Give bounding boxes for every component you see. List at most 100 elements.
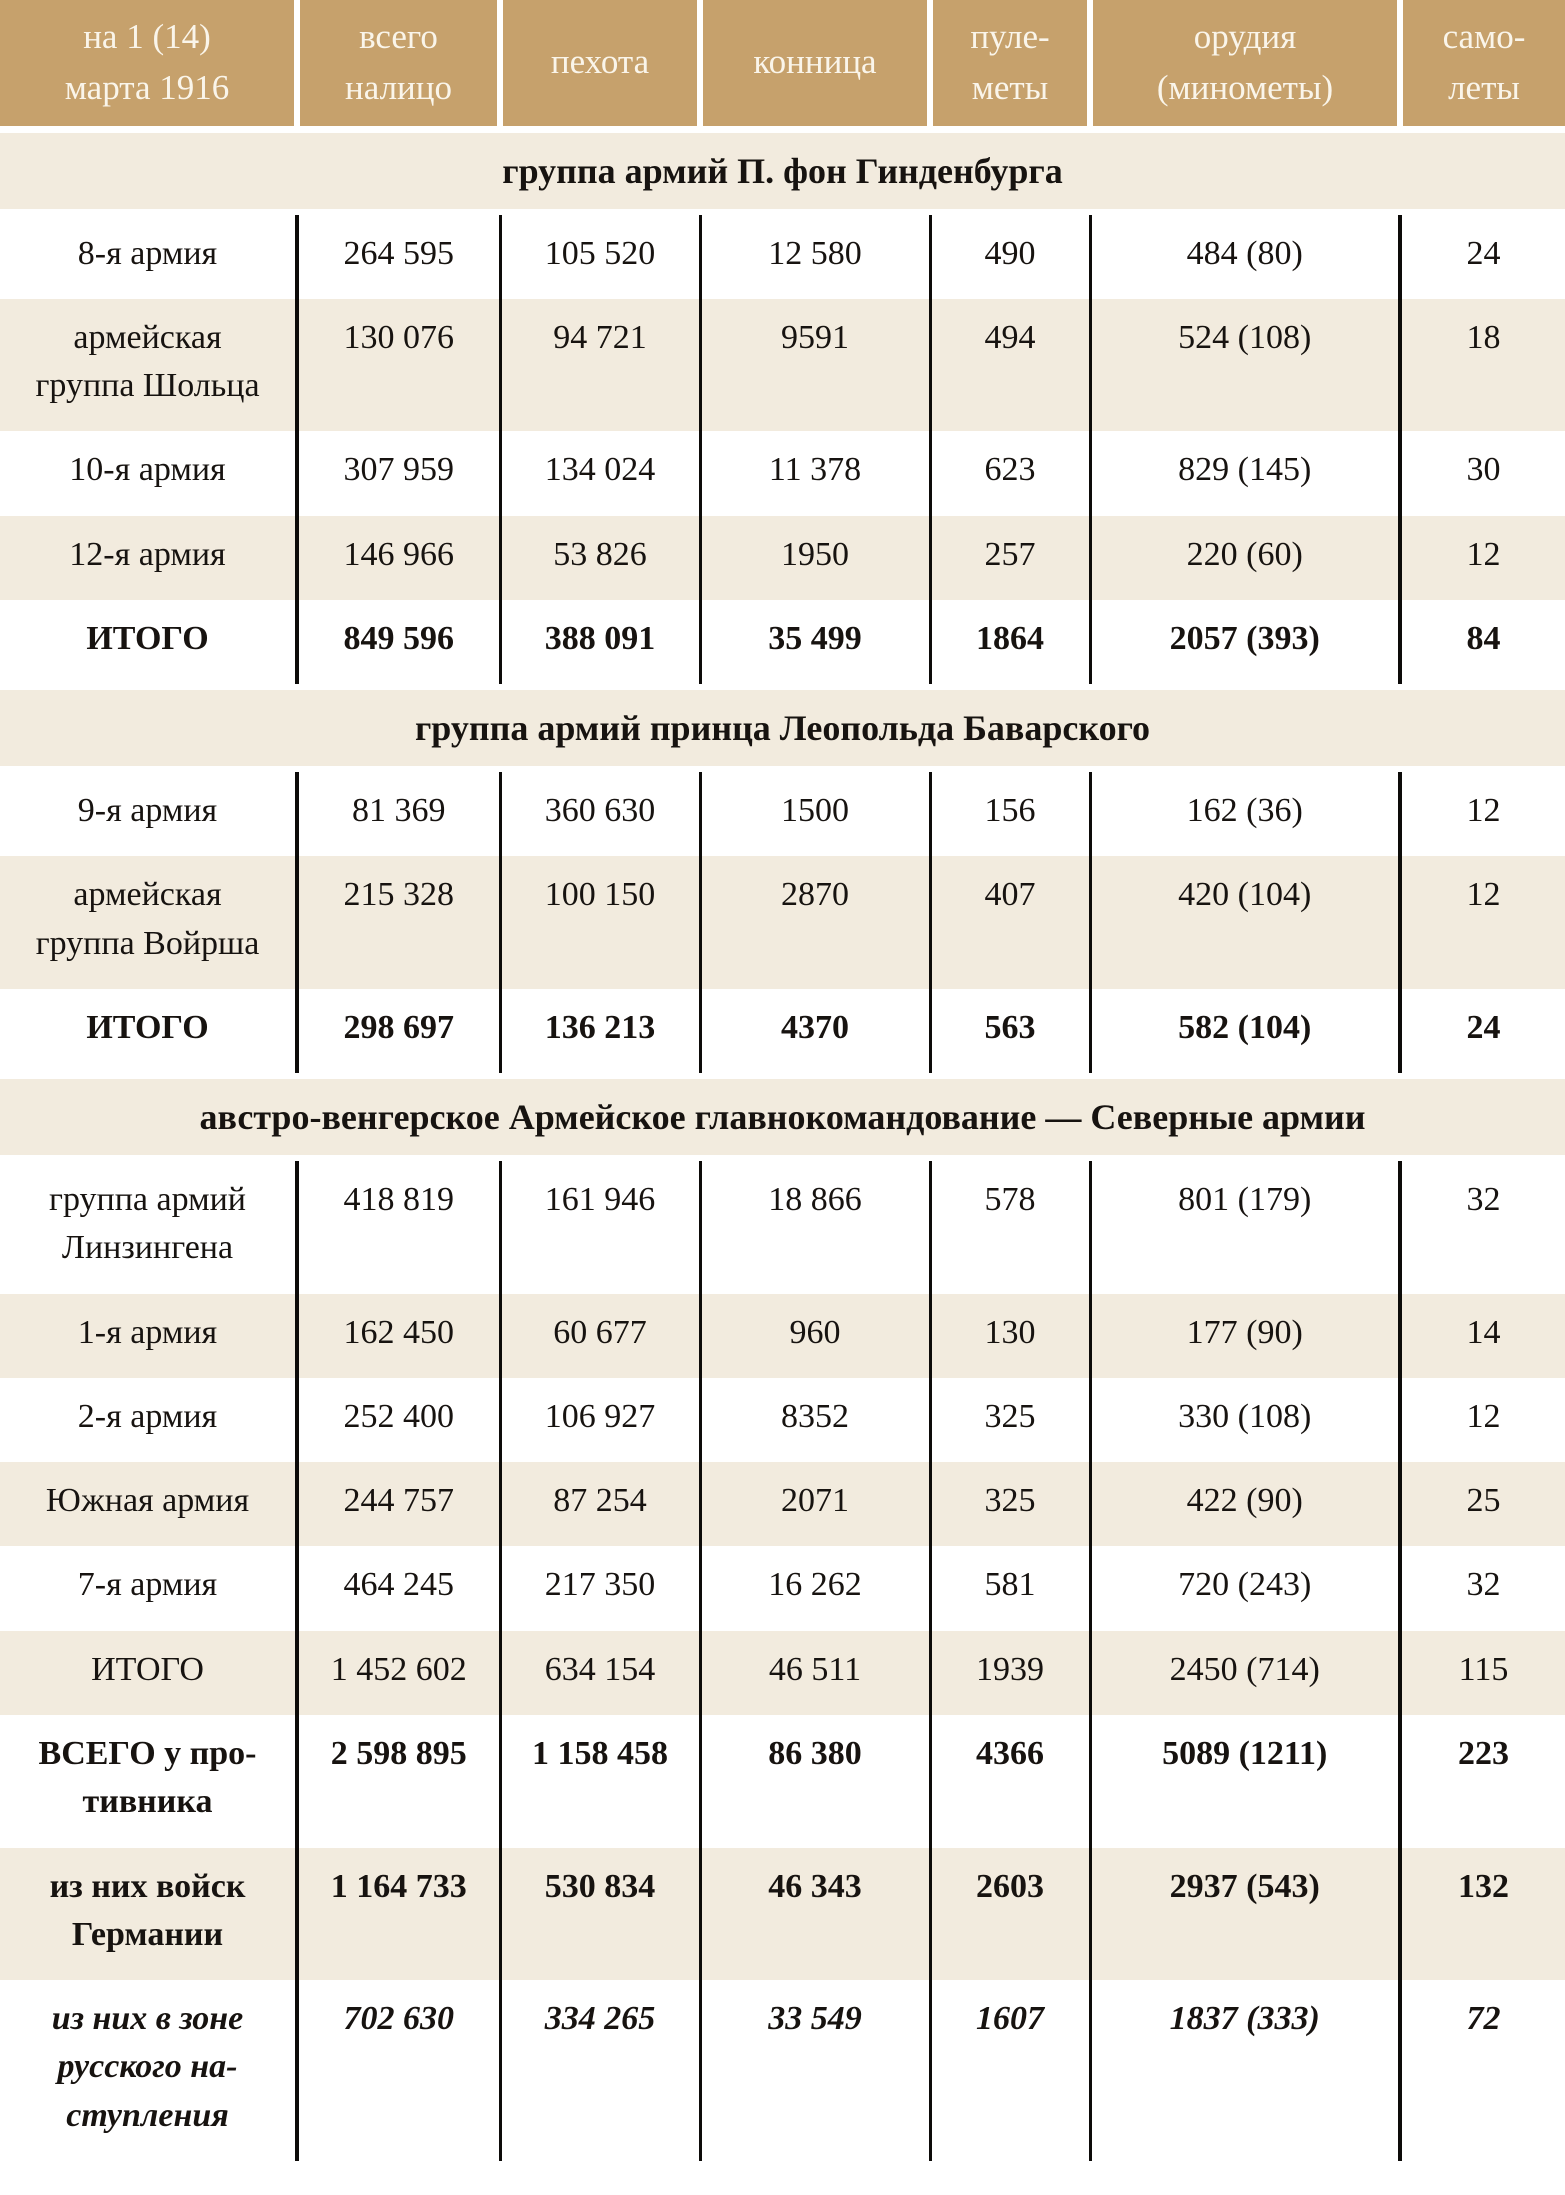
table-row: группа армий Линзингена 418 819 161 946 18 … [0,1158,1565,1294]
cell-value: 298 697 [295,988,500,1077]
table-row: из них в зоне русского на- ступления 702 … [0,1980,1565,2161]
table-row: 2-я армия 252 400 106 927 8352 325 330 (108) 1… [0,1377,1565,1463]
cell-value: 134 024 [498,431,700,516]
cell-value: 5089 (1211) [1088,1715,1400,1848]
cell-value: 2 598 895 [295,1715,500,1848]
cell-value: 325 [928,1462,1090,1547]
cell-value: 407 [928,856,1090,989]
cell-value: 578 [928,1158,1090,1294]
cell-value: 484 (80) [1088,211,1400,299]
cell-value: 388 091 [498,599,700,688]
cell-value: 115 [1398,1630,1565,1716]
cell-value: 960 [698,1293,930,1378]
row-label: 9-я армия [77,792,218,830]
cell-value: 220 (60) [1088,515,1400,600]
cell-value: 257 [928,515,1090,600]
cell-value: 146 966 [295,515,500,600]
cell-value: 14 [1398,1293,1565,1378]
cell-value: 563 [928,988,1090,1077]
row-label: 8-я армия [77,234,218,272]
cell-value: 829 (145) [1088,431,1400,516]
cell-value: 46 511 [698,1630,930,1716]
cell-value: 2870 [698,856,930,989]
cell-value: 86 380 [698,1715,930,1848]
cell-value: 1939 [928,1630,1090,1716]
table-row: ИТОГО 1 452 602 634 154 46 511 1939 2450 (714… [0,1630,1565,1716]
cell-value: 849 596 [295,599,500,688]
cell-value: 464 245 [295,1546,500,1631]
row-label: Южная армия [0,1462,297,1547]
table-row: из них войск Германии 1 164 733 530 834 46 … [0,1847,1565,1981]
cell-value: 264 595 [295,211,500,299]
cell-value: 1950 [698,515,930,600]
cell-value: 1864 [928,599,1090,688]
cell-value: 252 400 [295,1377,500,1463]
cell-value: 623 [928,431,1090,516]
cell-value: 223 [1398,1715,1565,1848]
cell-value: 33 549 [698,1980,930,2161]
table-row: ИТОГО 298 697 136 213 4370 563 582 (104) 24 [0,988,1565,1077]
cell-value: 35 499 [698,599,930,688]
cell-value: 24 [1398,988,1565,1077]
col-header-total-present: всего налицо [297,0,503,133]
cell-value: 2450 (714) [1088,1630,1400,1716]
section-title: группа армий принца Леопольда Баварского [0,684,1565,773]
cell-value: 72 [1398,1980,1565,2161]
row-label: из них войск Германии [0,1847,297,1981]
cell-value: 94 721 [498,298,700,432]
table-header-row: на 1 (14) марта 1916 всего налицо пехота… [0,0,1565,133]
cell-value: 334 265 [498,1980,700,2161]
table-row: 8-я армия 264 595 105 520 12 580 490 484 (80)… [0,211,1565,299]
cell-value: 32 [1398,1546,1565,1631]
cell-value: 422 (90) [1088,1462,1400,1547]
cell-value: 24 [1398,211,1565,299]
cell-value: 1 158 458 [498,1715,700,1848]
cell-value: 634 154 [498,1630,700,1716]
row-label: 7-я армия [77,1566,218,1604]
table-row: армейская группа Войрша 215 328 100 150 287… [0,856,1565,989]
cell-value: 215 328 [295,856,500,989]
col-header-guns-mortars: орудия (минометы) [1090,0,1403,133]
row-label: 10-я армия [69,451,226,489]
cell-value: 136 213 [498,988,700,1077]
cell-value: 582 (104) [1088,988,1400,1077]
row-label: ВСЕГО у про- тивника [38,1735,257,1821]
cell-value: 18 866 [698,1158,930,1294]
cell-value: 360 630 [498,769,700,857]
cell-value: 30 [1398,431,1565,516]
cell-value: 84 [1398,599,1565,688]
row-label: ИТОГО [86,1008,209,1046]
cell-value: 2603 [928,1847,1090,1981]
cell-value: 490 [928,211,1090,299]
cell-value: 524 (108) [1088,298,1400,432]
table-row: Южная армия 244 757 87 254 2071 325 422 (90) 2… [0,1462,1565,1547]
cell-value: 325 [928,1377,1090,1463]
table-row: 7-я армия 464 245 217 350 16 262 581 720 (243… [0,1546,1565,1631]
cell-value: 161 946 [498,1158,700,1294]
cell-value: 18 [1398,298,1565,432]
row-label: ИТОГО [0,1630,297,1716]
table-row: ВСЕГО у про- тивника 2 598 895 1 158 458 86… [0,1715,1565,1848]
section-title: группа армий П. фон Гинденбурга [0,126,1565,215]
table-row: ИТОГО 849 596 388 091 35 499 1864 2057 (393) 8… [0,599,1565,688]
cell-value: 581 [928,1546,1090,1631]
cell-value: 162 (36) [1088,769,1400,857]
row-label: из них в зоне русского на- ступления [51,2000,244,2134]
col-header-infantry: пехота [500,0,703,133]
cell-value: 100 150 [498,856,700,989]
cell-value: 420 (104) [1088,856,1400,989]
cell-value: 1607 [928,1980,1090,2161]
cell-value: 4370 [698,988,930,1077]
row-label: группа армий Линзингена [49,1181,246,1267]
cell-value: 32 [1398,1158,1565,1294]
cell-value: 2937 (543) [1088,1847,1400,1981]
cell-value: 25 [1398,1462,1565,1547]
cell-value: 307 959 [295,431,500,516]
cell-value: 330 (108) [1088,1377,1400,1463]
section-header-row: группа армий П. фон Гинденбурга [0,126,1565,215]
cell-value: 132 [1398,1847,1565,1981]
cell-value: 1837 (333) [1088,1980,1400,2161]
cell-value: 87 254 [498,1462,700,1547]
cell-value: 162 450 [295,1293,500,1378]
cell-value: 12 [1398,769,1565,857]
